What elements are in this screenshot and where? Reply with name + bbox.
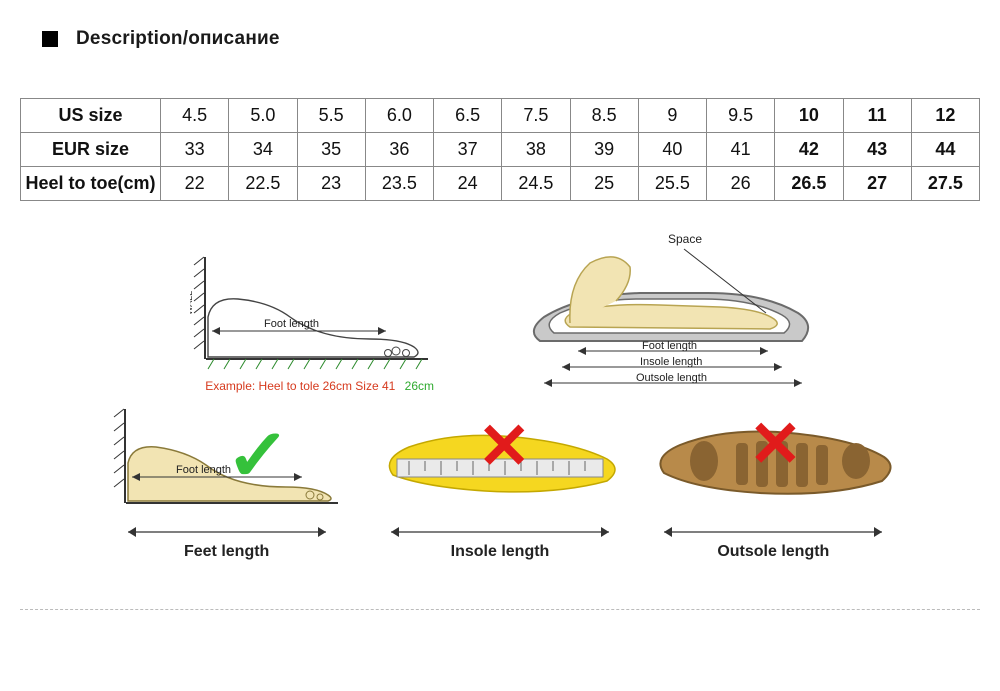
svg-text:Space: Space [668, 232, 702, 246]
x-icon: ✕ [477, 427, 531, 465]
table-cell: 9.5 [707, 99, 775, 133]
shoe-cross-section-diagram: Space Foot length Insole length Outsole … [520, 223, 820, 393]
insole-length-column: ✕ Insole length [373, 403, 626, 561]
table-cell: 41 [707, 133, 775, 167]
svg-text:Foot length: Foot length [642, 340, 697, 352]
table-cell: 5.0 [229, 99, 297, 133]
x-icon: ✕ [749, 425, 803, 463]
table-cell: 37 [434, 133, 502, 167]
table-cell: 25 [570, 167, 638, 201]
svg-text:Outsole length: Outsole length [636, 372, 707, 384]
size-chart-table: US size4.55.05.56.06.57.58.599.5101112EU… [20, 98, 980, 201]
table-row: US size4.55.05.56.06.57.58.599.5101112 [21, 99, 980, 133]
table-row: Heel to toe(cm)2222.52323.52424.52525.52… [21, 167, 980, 201]
table-cell: 4.5 [161, 99, 229, 133]
insole-length-arrow [385, 523, 615, 541]
table-cell: 39 [570, 133, 638, 167]
table-cell: 43 [843, 133, 911, 167]
table-cell: 38 [502, 133, 570, 167]
table-cell: 8.5 [570, 99, 638, 133]
table-cell: 24.5 [502, 167, 570, 201]
table-cell: 11 [843, 99, 911, 133]
header-bullet-square [42, 31, 58, 47]
top-diagram-row: WALL [100, 223, 900, 393]
foot-measure-svg: WALL [190, 247, 430, 377]
table-cell: 23.5 [365, 167, 433, 201]
svg-text:Foot length: Foot length [176, 464, 231, 476]
table-cell: 6.0 [365, 99, 433, 133]
svg-text:Insole length: Insole length [640, 356, 702, 368]
table-cell: 25.5 [638, 167, 706, 201]
row-label: Heel to toe(cm) [21, 167, 161, 201]
insole-length-caption: Insole length [373, 543, 626, 561]
table-cell: 5.5 [297, 99, 365, 133]
foot-measure-diagram-1: WALL [180, 247, 440, 393]
table-row: EUR size333435363738394041424344 [21, 133, 980, 167]
table-cell: 26.5 [775, 167, 843, 201]
bottom-diagram-row: WALL Foot length ✓ Feet length [100, 403, 900, 561]
svg-text:WALL: WALL [190, 291, 194, 315]
table-cell: 6.5 [434, 99, 502, 133]
table-cell: 10 [775, 99, 843, 133]
table-cell: 22.5 [229, 167, 297, 201]
section-title: Description/описание [76, 28, 280, 50]
table-cell: 35 [297, 133, 365, 167]
dashed-divider [20, 609, 980, 610]
table-cell: 26 [707, 167, 775, 201]
svg-text:WALL: WALL [112, 437, 114, 461]
table-cell: 7.5 [502, 99, 570, 133]
shoe-cross-section-svg: Space Foot length Insole length Outsole … [520, 223, 820, 393]
feet-length-caption: Feet length [100, 543, 353, 561]
table-cell: 34 [229, 133, 297, 167]
row-label: EUR size [21, 133, 161, 167]
feet-length-arrow [122, 523, 332, 541]
outsole-length-caption: Outsole length [647, 543, 900, 561]
measurement-diagrams: WALL [100, 223, 900, 561]
table-cell: 33 [161, 133, 229, 167]
table-cell: 27 [843, 167, 911, 201]
table-cell: 42 [775, 133, 843, 167]
feet-length-column: WALL Foot length ✓ Feet length [100, 403, 353, 561]
check-icon: ✓ [225, 435, 291, 478]
table-cell: 27.5 [911, 167, 979, 201]
table-cell: 23 [297, 167, 365, 201]
table-cell: 36 [365, 133, 433, 167]
table-cell: 44 [911, 133, 979, 167]
table-cell: 24 [434, 167, 502, 201]
table-cell: 22 [161, 167, 229, 201]
table-cell: 12 [911, 99, 979, 133]
outsole-length-arrow [658, 523, 888, 541]
row-label: US size [21, 99, 161, 133]
outsole-length-column: ✕ Outsole length [647, 403, 900, 561]
table-cell: 40 [638, 133, 706, 167]
svg-text:Foot length: Foot length [264, 318, 319, 330]
table-cell: 9 [638, 99, 706, 133]
section-header: Description/описание [0, 0, 1000, 50]
example-text: Example: Heel to tole 26cm Size 41 26cm [180, 379, 440, 393]
